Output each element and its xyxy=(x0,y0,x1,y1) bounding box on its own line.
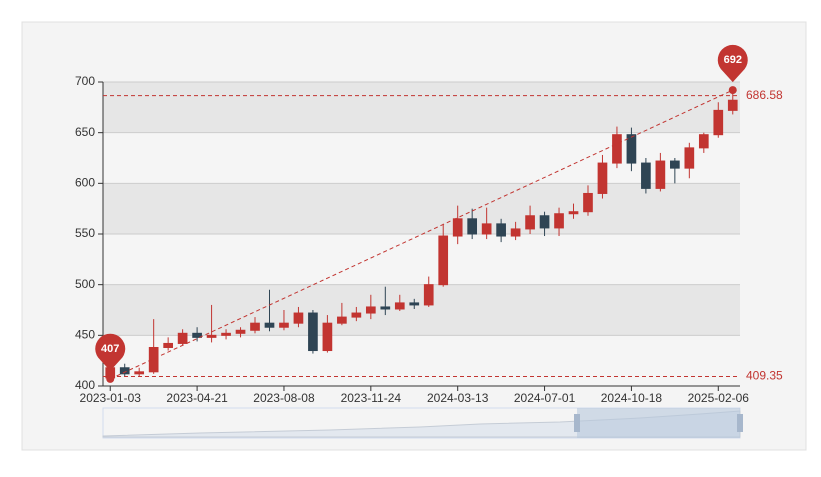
x-tick-label: 2023-08-08 xyxy=(253,391,315,405)
candle-body xyxy=(698,134,709,149)
candle-body xyxy=(322,322,333,352)
candle-body xyxy=(192,332,202,338)
candle-body xyxy=(641,162,651,189)
candle-body xyxy=(510,228,521,237)
candle-body xyxy=(539,215,550,229)
mark-point-label: 407 xyxy=(101,343,119,355)
slider-handle[interactable] xyxy=(737,414,743,432)
split-area xyxy=(103,335,740,386)
candle-body xyxy=(423,284,434,306)
x-tick-label: 2024-10-18 xyxy=(601,391,663,405)
candle-body xyxy=(279,322,289,328)
y-tick-label: 650 xyxy=(75,125,95,139)
y-tick-label: 450 xyxy=(75,328,95,342)
slider-handle[interactable] xyxy=(574,414,580,432)
mark-line-label: 686.58 xyxy=(746,88,783,102)
candle-body xyxy=(394,302,405,310)
candle-body xyxy=(713,109,724,136)
candle-body xyxy=(481,223,492,235)
candle-body xyxy=(264,322,275,328)
y-tick-label: 550 xyxy=(75,226,95,240)
candle-body xyxy=(235,329,246,334)
split-area xyxy=(103,284,740,336)
x-tick-label: 2023-04-21 xyxy=(166,391,228,405)
x-tick-label: 2024-07-01 xyxy=(514,391,576,405)
candle-body xyxy=(148,346,159,373)
candle-body xyxy=(308,312,318,352)
candle-body xyxy=(365,306,376,314)
candle-body xyxy=(655,160,666,189)
trend-line xyxy=(110,89,733,380)
candle-body xyxy=(337,316,347,324)
split-area xyxy=(103,183,740,234)
x-tick-label: 2024-03-13 xyxy=(427,391,489,405)
candle-body xyxy=(293,312,304,324)
candle-body xyxy=(163,342,173,348)
candle-body xyxy=(438,235,449,286)
split-area xyxy=(103,234,740,285)
candle-body xyxy=(670,160,680,169)
candle-body xyxy=(380,306,391,310)
slider-window[interactable] xyxy=(577,408,740,438)
x-tick-label: 2025-02-06 xyxy=(688,391,750,405)
candle-body xyxy=(351,312,362,318)
mark-point-dot xyxy=(106,374,115,383)
candle-body xyxy=(134,371,145,375)
y-tick-label: 600 xyxy=(75,176,95,190)
candle-body xyxy=(568,211,579,215)
candle-body xyxy=(597,162,608,194)
candle-body xyxy=(496,223,506,237)
mark-point-dot xyxy=(728,86,737,95)
mark-point-label: 692 xyxy=(724,54,742,66)
candle-body xyxy=(452,218,463,237)
y-tick-label: 500 xyxy=(75,277,95,291)
candle-body xyxy=(626,134,637,164)
mark-point-pin xyxy=(717,44,748,83)
candle-body xyxy=(119,367,130,375)
data-zoom-slider[interactable] xyxy=(102,407,743,439)
candle-body xyxy=(727,99,738,111)
x-tick-label: 2023-11-24 xyxy=(341,391,402,405)
y-tick-label: 400 xyxy=(75,378,95,392)
y-tick-label: 700 xyxy=(75,74,95,88)
split-area xyxy=(103,82,740,133)
mark-point-pin xyxy=(95,333,126,371)
candle-body xyxy=(206,334,217,338)
candle-body xyxy=(177,332,188,344)
candle-body xyxy=(583,192,593,213)
candle-body xyxy=(684,147,695,169)
candle-body xyxy=(467,218,478,235)
candle-body xyxy=(221,332,231,336)
candle-body xyxy=(525,215,535,230)
candle-body xyxy=(554,213,564,229)
mark-line-label: 409.35 xyxy=(746,369,783,383)
candle-body xyxy=(409,302,420,306)
candle-body xyxy=(250,322,260,331)
candle-body xyxy=(612,134,622,164)
x-tick-label: 2023-01-03 xyxy=(80,391,142,405)
